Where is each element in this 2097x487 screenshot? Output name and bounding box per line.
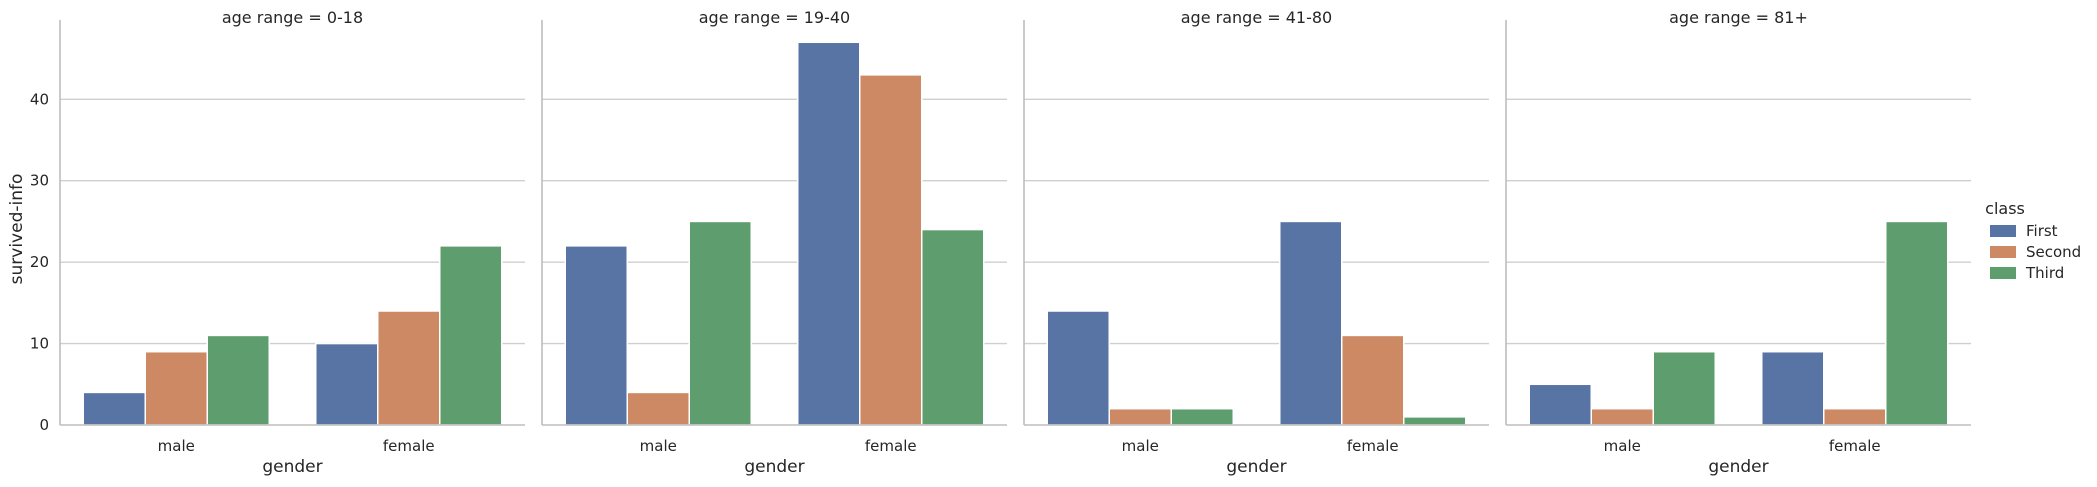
bar-second-male (144, 350, 208, 426)
panel-3: male female gender age range = 41-80 (1023, 8, 1489, 477)
y-tick-label: 10 (30, 335, 49, 353)
bar-third-female (921, 228, 985, 426)
panel-title: age range = 19-40 (699, 8, 850, 27)
bar-third-male (1170, 407, 1234, 426)
legend-label-third: Third (2025, 264, 2064, 282)
bar-second-female (377, 310, 441, 426)
bar-third-male (688, 220, 752, 426)
legend-swatch-second (1990, 246, 2016, 258)
legend-label-second: Second (2026, 243, 2081, 261)
panel-4: male female gender age range = 81+ (1505, 8, 1971, 477)
x-axis-label: gender (744, 457, 804, 477)
x-tick-label: female (865, 437, 917, 455)
x-tick-label: male (1604, 437, 1641, 455)
bar-first-female (315, 342, 379, 426)
x-tick-label: female (383, 437, 435, 455)
bar-first-female (1279, 220, 1343, 426)
bar-third-female (1885, 220, 1949, 426)
bar-first-male (1046, 310, 1110, 426)
bar-second-male (1590, 407, 1654, 426)
bar-first-male (564, 245, 628, 426)
legend-title: class (1985, 199, 2025, 218)
legend-swatch-third (1990, 267, 2016, 279)
x-tick-label: male (1122, 437, 1159, 455)
y-tick-label: 40 (30, 90, 49, 108)
bar-first-male (1528, 383, 1592, 426)
x-tick-label: female (1347, 437, 1399, 455)
bar-second-male (626, 391, 690, 426)
bar-second-male (1108, 407, 1172, 426)
bar-second-female (1341, 334, 1405, 426)
legend-swatch-first (1990, 225, 2016, 237)
bar-third-male (206, 334, 270, 426)
panel-1: male female gender age range = 0-18 0 10 20 30 4… (30, 8, 525, 477)
x-tick-label: female (1829, 437, 1881, 455)
bar-third-female (1403, 416, 1467, 426)
legend-label-first: First (2026, 222, 2058, 240)
y-tick-label: 0 (39, 416, 49, 434)
bar-first-male (82, 391, 146, 426)
bar-first-female (1761, 350, 1825, 426)
panel-2: male female gender age range = 19-40 (541, 8, 1007, 477)
bar-third-female (439, 245, 503, 426)
x-tick-label: male (640, 437, 677, 455)
y-axis-label: survived-info (7, 174, 27, 285)
y-tick-label: 20 (30, 253, 49, 271)
panel-title: age range = 81+ (1669, 8, 1808, 27)
bar-third-male (1652, 350, 1716, 426)
bar-first-female (797, 41, 861, 426)
y-tick-label: 30 (30, 172, 49, 190)
panel-title: age range = 0-18 (222, 8, 363, 27)
x-axis-label: gender (262, 457, 322, 477)
bar-second-female (1823, 407, 1887, 426)
bar-second-female (859, 74, 923, 426)
x-axis-label: gender (1708, 457, 1768, 477)
x-axis-label: gender (1226, 457, 1286, 477)
x-tick-label: male (158, 437, 195, 455)
panel-title: age range = 41-80 (1181, 8, 1332, 27)
